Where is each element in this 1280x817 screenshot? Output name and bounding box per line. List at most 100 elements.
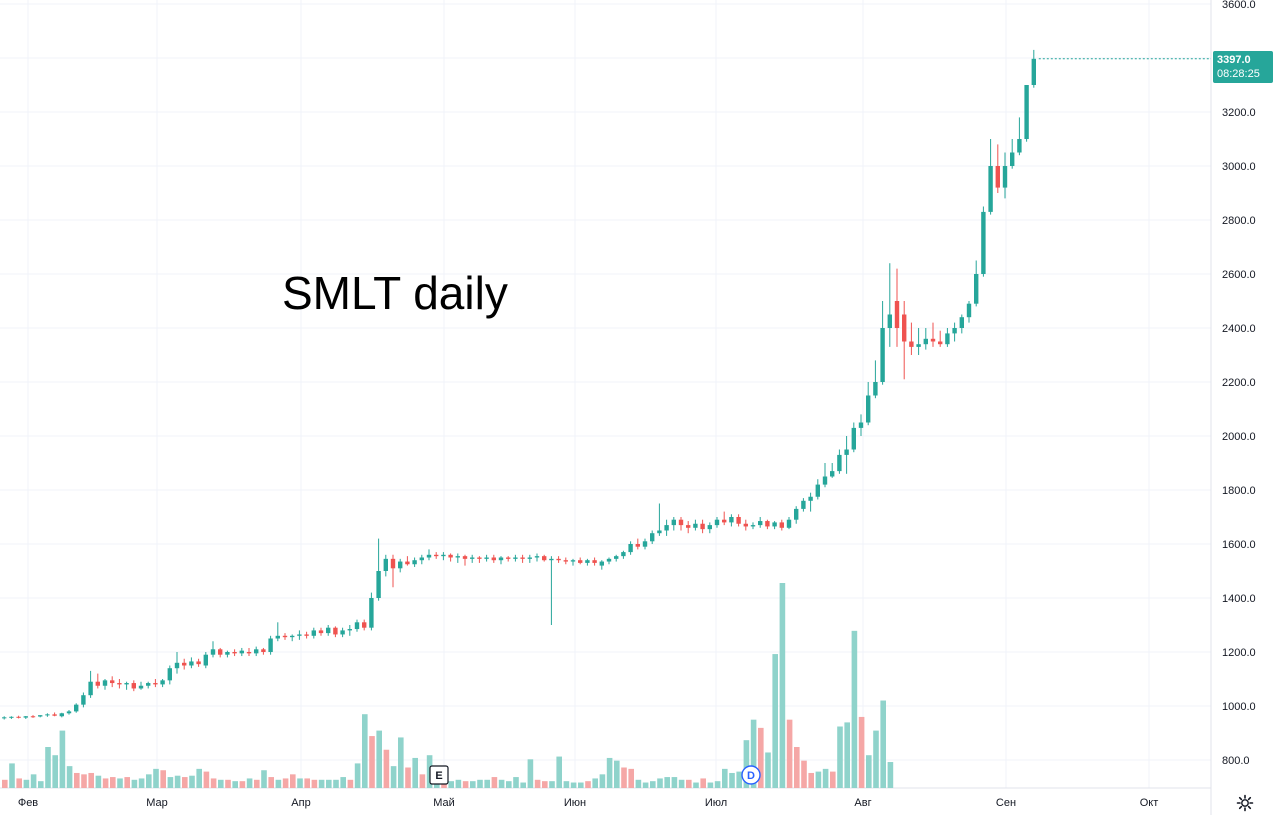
- candle: [131, 680, 136, 692]
- candle: [470, 554, 475, 563]
- candle-body: [657, 530, 662, 534]
- time-axis[interactable]: Фев Мар Апр Май Июн Июл Авг Сен Окт: [18, 797, 1158, 809]
- candle: [635, 538, 640, 550]
- candle: [556, 556, 561, 563]
- gear-icon[interactable]: [1236, 794, 1254, 812]
- volume-bar: [549, 781, 555, 788]
- candle-body: [2, 717, 7, 719]
- price-tick-label: 800.0: [1222, 755, 1250, 767]
- candle: [779, 519, 784, 531]
- candle: [225, 650, 230, 658]
- candle-body: [477, 557, 482, 559]
- candle: [59, 712, 64, 718]
- volume-bar: [30, 774, 37, 788]
- earnings-marker[interactable]: E: [429, 765, 449, 785]
- dividend-marker-label: D: [747, 770, 755, 782]
- candle-body: [376, 571, 381, 598]
- price-tick-label: 2600.0: [1222, 269, 1256, 281]
- candle-body: [282, 635, 288, 638]
- volume-bar: [167, 777, 174, 788]
- volume-bar: [570, 782, 577, 788]
- candle-body: [390, 558, 396, 569]
- volume-bar: [153, 768, 159, 788]
- candle-body: [1017, 139, 1022, 153]
- volume-bar: [837, 726, 843, 788]
- grid-lines: [0, 0, 1211, 788]
- candle-body: [131, 683, 136, 689]
- volume-bar: [218, 779, 224, 788]
- candle: [340, 627, 345, 638]
- month-tick-label: Май: [433, 797, 455, 809]
- candle-body: [909, 341, 914, 347]
- price-tick-label: 1000.0: [1222, 701, 1256, 713]
- candle: [549, 556, 554, 625]
- candle: [542, 554, 547, 562]
- candle: [650, 530, 655, 544]
- candle-body: [138, 685, 144, 689]
- candle: [866, 382, 871, 426]
- price-tick-label: 2200.0: [1222, 377, 1256, 389]
- candle-body: [232, 652, 237, 654]
- candle: [995, 144, 1000, 193]
- candle-body: [902, 314, 907, 342]
- volume-bar: [542, 781, 548, 788]
- volume-bar: [520, 782, 526, 788]
- month-tick-label: Мар: [146, 797, 168, 809]
- candle-body: [290, 635, 295, 638]
- volume-bar: [131, 779, 138, 788]
- candle-body: [628, 544, 633, 553]
- candle-body: [484, 557, 489, 559]
- candle-body: [837, 454, 842, 472]
- volume-bar: [59, 730, 66, 788]
- price-axis[interactable]: 3600.03400.03200.03000.02800.02600.02400…: [1222, 0, 1256, 767]
- price-tick-label: 1800.0: [1222, 485, 1256, 497]
- volume-bar: [686, 779, 692, 788]
- volume-bar: [203, 771, 210, 788]
- volume-bar: [455, 779, 462, 788]
- volume-bar: [290, 774, 296, 788]
- candle: [671, 517, 676, 531]
- candle-body: [988, 166, 993, 212]
- candle: [772, 521, 777, 530]
- volume-bar: [311, 779, 318, 788]
- candle-body: [916, 344, 921, 347]
- candle-body: [38, 715, 43, 717]
- candle: [268, 635, 273, 655]
- candle-body: [362, 622, 367, 628]
- candle-body: [398, 561, 403, 569]
- volume-bar: [794, 747, 800, 788]
- volume-bar: [722, 768, 728, 788]
- dividend-marker[interactable]: D: [741, 765, 761, 785]
- candle-body: [693, 523, 698, 528]
- volume-bar: [750, 719, 757, 788]
- candle: [563, 557, 568, 565]
- volume-bar: [534, 779, 541, 788]
- candle: [2, 716, 7, 720]
- candle-body: [146, 683, 151, 686]
- last-price-label: 3397.0 08:28:25: [1213, 51, 1273, 83]
- candle-body: [304, 634, 309, 636]
- volume-bar: [707, 782, 714, 788]
- month-tick-label: Фев: [18, 797, 38, 809]
- candle: [844, 436, 849, 474]
- candle-body: [513, 557, 518, 559]
- candle-body: [1024, 85, 1029, 139]
- candle-body: [801, 500, 806, 509]
- candle: [491, 554, 496, 563]
- candle-body: [599, 561, 604, 566]
- candle-body: [182, 662, 187, 666]
- candle-body: [246, 652, 252, 654]
- volume-bar: [628, 768, 634, 788]
- volume-bar: [138, 778, 145, 788]
- candle-body: [59, 713, 64, 717]
- candle: [909, 322, 914, 355]
- candle-body: [203, 654, 208, 666]
- volume-bar: [38, 781, 44, 788]
- volume-bar: [779, 583, 786, 788]
- candle-body: [1002, 166, 1008, 188]
- volume-bar: [412, 757, 418, 788]
- candle: [981, 206, 986, 277]
- candle-body: [311, 630, 316, 636]
- candle-body: [167, 668, 172, 681]
